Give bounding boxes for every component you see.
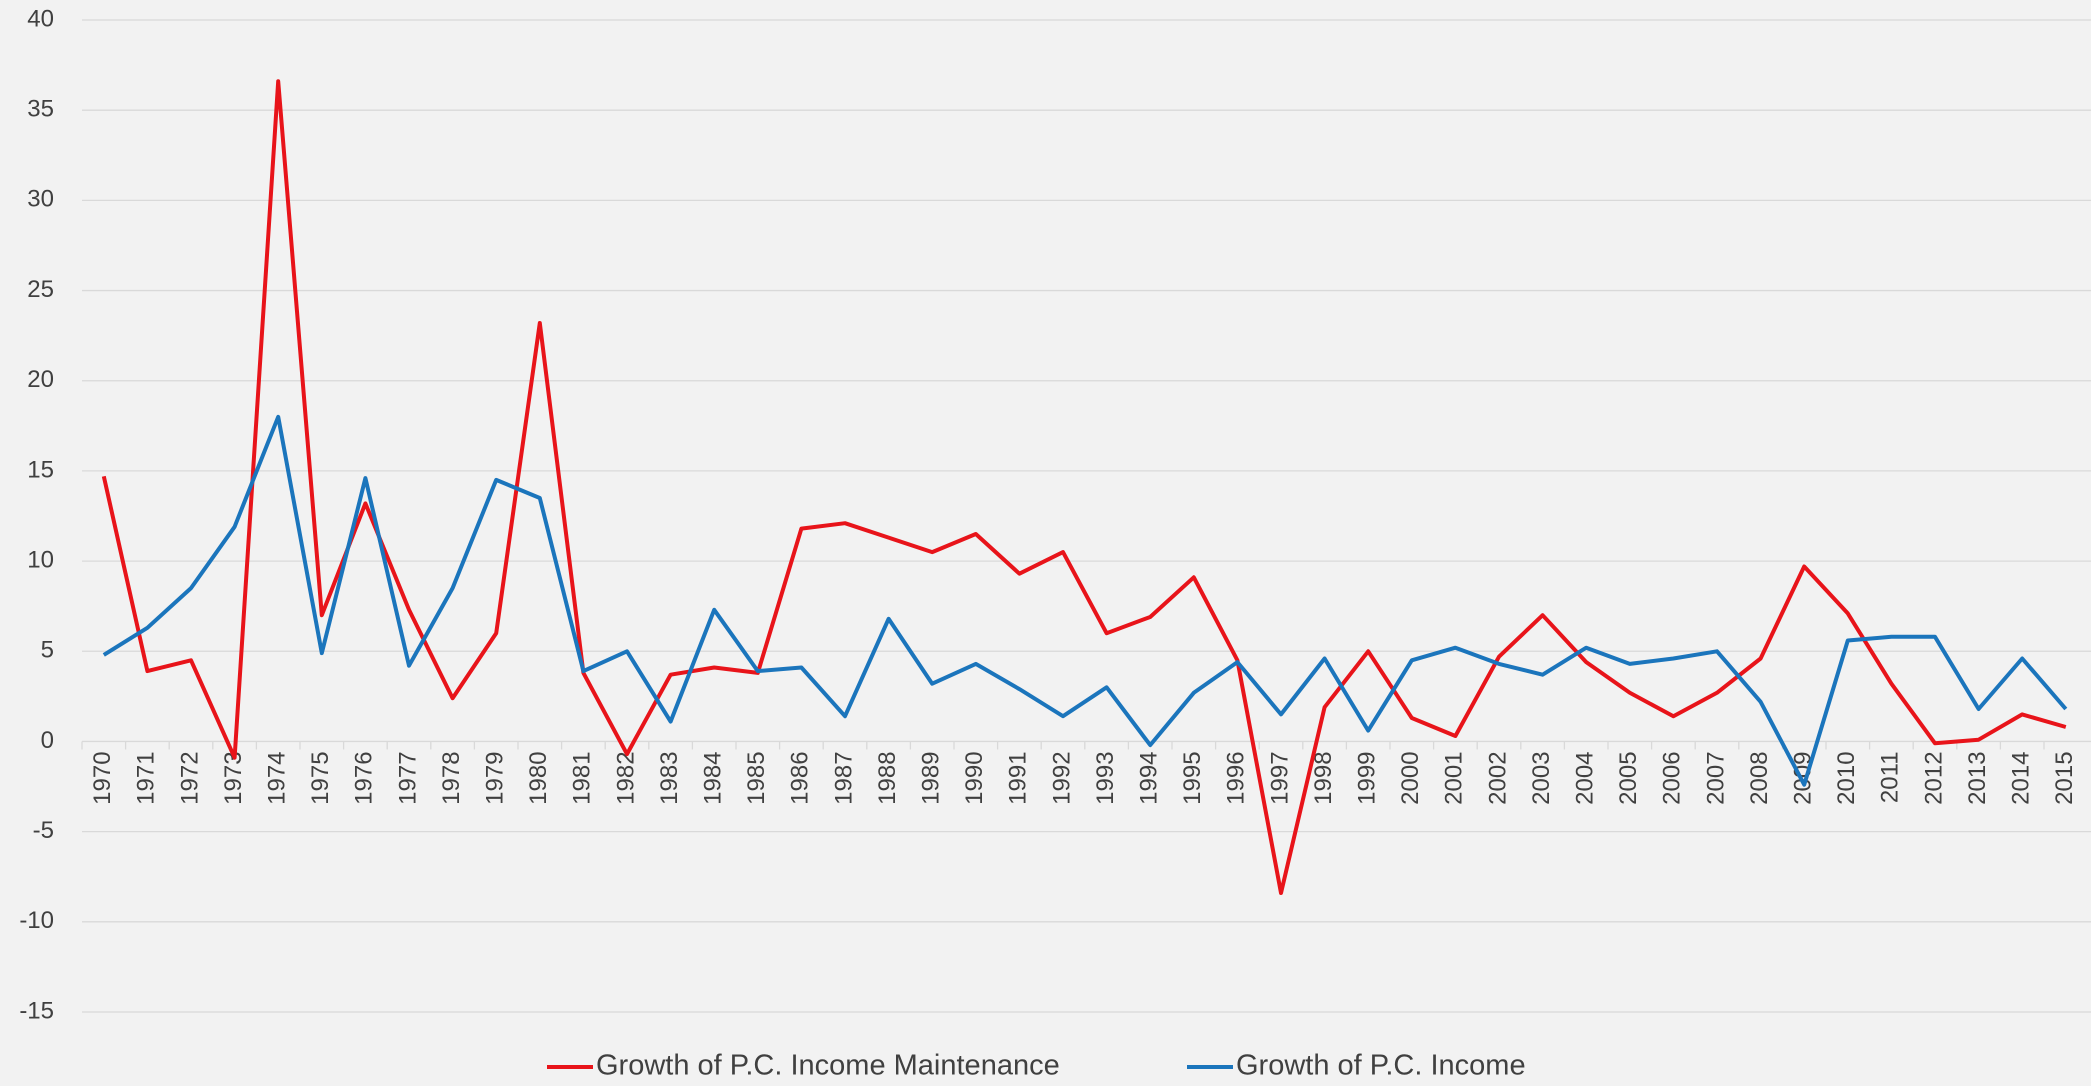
x-tick-label: 2013 [1964, 751, 1991, 804]
x-tick-label: 1995 [1179, 751, 1206, 804]
x-tick-label: 1996 [1223, 751, 1250, 804]
x-tick-label: 2000 [1397, 751, 1424, 804]
x-tick-label: 1970 [89, 751, 116, 804]
x-tick-label: 1974 [264, 751, 291, 804]
x-tick-label: 2002 [1484, 751, 1511, 804]
x-tick-label: 1972 [176, 751, 203, 804]
y-tick-label: -10 [19, 907, 54, 934]
x-tick-label: 1980 [525, 751, 552, 804]
x-tick-label: 1992 [1048, 751, 1075, 804]
x-tick-label: 2001 [1441, 751, 1468, 804]
x-tick-label: 1971 [133, 751, 160, 804]
x-tick-label: 2014 [2008, 751, 2035, 804]
x-tick-label: 2012 [1920, 751, 1947, 804]
legend-label: Growth of P.C. Income Maintenance [596, 1050, 1060, 1082]
x-tick-label: 1973 [220, 751, 247, 804]
x-tick-label: 1999 [1354, 751, 1381, 804]
y-tick-label: -5 [33, 817, 54, 844]
x-tick-label: 2011 [1877, 751, 1904, 803]
x-tick-label: 2007 [1702, 751, 1729, 804]
x-tick-label: 1984 [700, 751, 727, 804]
x-tick-label: 1985 [743, 751, 770, 804]
x-tick-label: 1998 [1310, 751, 1337, 804]
x-tick-label: 1988 [874, 751, 901, 804]
x-tick-label: 2008 [1746, 751, 1773, 804]
y-tick-label: 20 [27, 366, 54, 393]
x-tick-label: 2010 [1833, 751, 1860, 804]
x-tick-label: 1978 [438, 751, 465, 804]
x-tick-label: 2005 [1615, 751, 1642, 804]
x-tick-label: 2015 [2051, 751, 2078, 804]
y-tick-label: 30 [27, 186, 54, 213]
x-tick-label: 2006 [1659, 751, 1686, 804]
y-tick-label: 5 [41, 637, 54, 664]
y-tick-label: 10 [27, 546, 54, 573]
x-tick-label: 1989 [918, 751, 945, 804]
x-tick-label: 1975 [307, 751, 334, 804]
x-tick-label: 2004 [1572, 751, 1599, 804]
x-tick-label: 1997 [1266, 751, 1293, 804]
x-tick-label: 1990 [961, 751, 988, 804]
x-tick-label: 1982 [612, 751, 639, 804]
x-tick-label: 1981 [569, 751, 596, 804]
x-tick-label: 1991 [1005, 751, 1032, 804]
x-tick-label: 1993 [1092, 751, 1119, 804]
x-tick-label: 2003 [1528, 751, 1555, 804]
series-line [102, 414, 2068, 787]
legend-label: Growth of P.C. Income [1236, 1050, 1526, 1082]
x-tick-label: 1994 [1136, 751, 1163, 804]
x-tick-label: 1976 [351, 751, 378, 804]
x-tick-label: 1987 [830, 751, 857, 804]
y-tick-label: 35 [27, 96, 54, 123]
x-tick-label: 1983 [656, 751, 683, 804]
x-tick-label: 1986 [787, 751, 814, 804]
y-tick-label: 25 [27, 276, 54, 303]
x-tick-label: 1979 [482, 751, 509, 804]
y-tick-label: 40 [27, 5, 54, 32]
y-tick-label: -15 [19, 997, 54, 1024]
x-tick-label: 1977 [394, 751, 421, 804]
y-tick-label: 0 [41, 727, 54, 754]
y-tick-label: 15 [27, 456, 54, 483]
